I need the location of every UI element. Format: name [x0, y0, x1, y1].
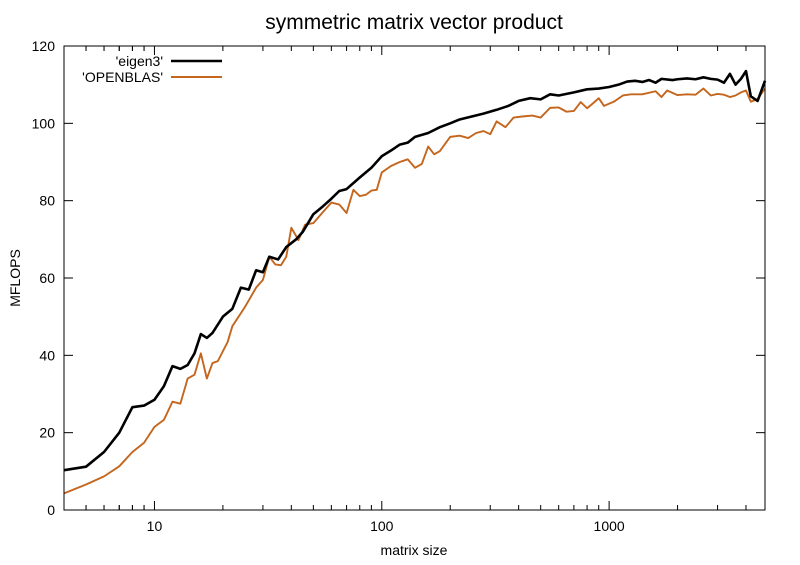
plot-frame — [63, 45, 766, 511]
y-tick-label: 20 — [39, 425, 55, 441]
x-axis-label: matrix size — [381, 542, 448, 558]
y-axis: 0 20 40 60 80 100 120 — [32, 38, 765, 518]
legend-label: 'OPENBLAS' — [82, 69, 163, 85]
series-line-openblas — [63, 87, 766, 495]
x-tick-label: 10 — [147, 518, 163, 534]
x-axis: 10 100 1000 — [63, 46, 747, 534]
y-tick-label: 40 — [39, 347, 55, 363]
x-tick-label: 100 — [370, 518, 394, 534]
series-line-eigen3 — [63, 69, 767, 472]
y-tick-label: 100 — [32, 115, 56, 131]
x-tick-label: 1000 — [594, 518, 625, 534]
legend-label: 'eigen3' — [116, 53, 163, 69]
series-layer — [63, 69, 767, 495]
chart-title: symmetric matrix vector product — [265, 11, 563, 34]
y-axis-label: MFLOPS — [7, 249, 23, 307]
y-tick-label: 0 — [47, 502, 55, 518]
y-tick-label: 60 — [39, 270, 55, 286]
y-tick-label: 120 — [32, 38, 56, 54]
legend: 'eigen3''OPENBLAS' — [82, 53, 222, 85]
y-tick-label: 80 — [39, 193, 55, 209]
